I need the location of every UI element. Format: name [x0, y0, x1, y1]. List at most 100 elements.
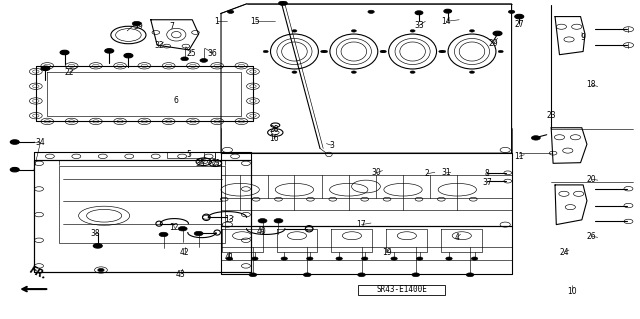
Circle shape	[381, 50, 387, 53]
Circle shape	[307, 257, 313, 260]
Text: 2: 2	[425, 169, 429, 178]
Circle shape	[410, 71, 415, 73]
Circle shape	[515, 14, 524, 19]
Circle shape	[351, 71, 356, 73]
Circle shape	[227, 10, 234, 13]
Circle shape	[194, 231, 203, 236]
Text: 42: 42	[180, 248, 189, 257]
Text: 3: 3	[329, 141, 334, 150]
Text: 24: 24	[559, 248, 569, 257]
Text: 29: 29	[489, 39, 499, 48]
Circle shape	[303, 273, 311, 277]
Circle shape	[105, 49, 114, 53]
Circle shape	[415, 11, 423, 15]
Circle shape	[336, 257, 342, 260]
Text: 40: 40	[257, 227, 266, 236]
Circle shape	[274, 219, 283, 223]
Text: 32: 32	[154, 41, 164, 50]
Circle shape	[10, 140, 19, 144]
Circle shape	[323, 50, 328, 53]
Text: 35: 35	[195, 159, 205, 168]
Text: 13: 13	[225, 215, 234, 224]
Text: 43: 43	[176, 270, 186, 279]
Circle shape	[281, 257, 287, 260]
Text: 15: 15	[250, 17, 260, 26]
Text: 4: 4	[455, 233, 460, 242]
Circle shape	[358, 273, 365, 277]
Text: 33: 33	[414, 21, 424, 30]
Circle shape	[498, 50, 503, 53]
Circle shape	[252, 257, 258, 260]
Circle shape	[469, 30, 474, 32]
Circle shape	[368, 10, 374, 13]
Circle shape	[444, 9, 452, 13]
Circle shape	[439, 50, 444, 53]
Text: 9: 9	[580, 33, 586, 42]
Circle shape	[180, 57, 188, 61]
Circle shape	[292, 71, 297, 73]
Text: 39: 39	[133, 22, 143, 31]
Text: 5: 5	[187, 150, 191, 159]
Circle shape	[93, 244, 102, 248]
Circle shape	[292, 30, 297, 32]
Text: 8: 8	[485, 169, 490, 178]
Circle shape	[321, 50, 326, 53]
Text: 38: 38	[90, 229, 100, 238]
Circle shape	[531, 136, 540, 140]
Text: 11: 11	[515, 152, 524, 161]
Text: 21: 21	[212, 159, 221, 168]
Text: 30: 30	[371, 168, 381, 177]
Text: 26: 26	[587, 232, 596, 241]
Text: 19: 19	[382, 248, 392, 257]
Text: 14: 14	[442, 17, 451, 26]
Circle shape	[471, 257, 477, 260]
Bar	[60, 167, 225, 243]
Text: 7: 7	[170, 22, 174, 31]
Circle shape	[60, 50, 69, 55]
Circle shape	[351, 30, 356, 32]
Text: 16: 16	[269, 134, 279, 143]
Circle shape	[249, 273, 257, 277]
Circle shape	[278, 1, 287, 5]
Circle shape	[412, 273, 420, 277]
Text: 10: 10	[568, 287, 577, 296]
Text: 1: 1	[214, 17, 219, 26]
Circle shape	[493, 31, 502, 36]
Circle shape	[469, 71, 474, 73]
Text: 20: 20	[587, 175, 596, 184]
Bar	[167, 152, 214, 158]
Circle shape	[508, 10, 515, 13]
Text: 28: 28	[269, 125, 279, 134]
Text: 17: 17	[356, 220, 366, 229]
Text: FR.: FR.	[28, 264, 48, 281]
Circle shape	[380, 50, 385, 53]
Text: SR43-E1400E: SR43-E1400E	[376, 285, 427, 294]
Text: 31: 31	[442, 168, 451, 177]
Text: 34: 34	[35, 138, 45, 147]
Text: 12: 12	[170, 223, 179, 232]
Circle shape	[159, 232, 168, 237]
Circle shape	[124, 53, 133, 58]
Circle shape	[362, 257, 368, 260]
Bar	[358, 285, 445, 295]
Text: 25: 25	[186, 48, 196, 58]
Text: 27: 27	[515, 20, 524, 29]
Circle shape	[200, 58, 207, 62]
Circle shape	[132, 21, 141, 26]
Circle shape	[178, 226, 187, 231]
Text: 22: 22	[65, 68, 74, 77]
Circle shape	[446, 257, 452, 260]
Text: 23: 23	[547, 111, 556, 120]
Circle shape	[10, 167, 19, 172]
Circle shape	[258, 219, 267, 223]
Text: 18: 18	[587, 80, 596, 89]
Text: 36: 36	[208, 48, 218, 58]
Circle shape	[41, 66, 50, 70]
Circle shape	[467, 273, 474, 277]
Text: 37: 37	[483, 178, 492, 187]
Text: 6: 6	[174, 96, 179, 105]
Circle shape	[417, 257, 423, 260]
Circle shape	[391, 257, 397, 260]
Circle shape	[226, 257, 232, 260]
Circle shape	[98, 269, 104, 271]
